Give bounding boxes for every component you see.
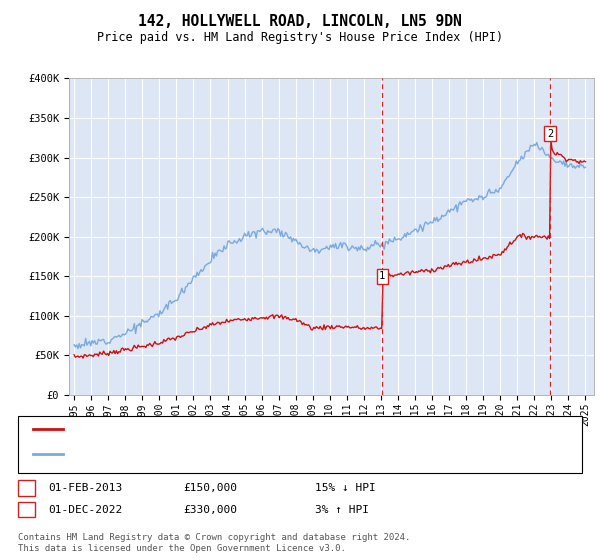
Text: 15% ↓ HPI: 15% ↓ HPI — [315, 483, 376, 493]
Text: £150,000: £150,000 — [183, 483, 237, 493]
Text: 142, HOLLYWELL ROAD, LINCOLN, LN5 9DN: 142, HOLLYWELL ROAD, LINCOLN, LN5 9DN — [138, 14, 462, 29]
Text: 2: 2 — [547, 129, 553, 139]
Text: 1: 1 — [23, 483, 29, 493]
Text: Contains HM Land Registry data © Crown copyright and database right 2024.
This d: Contains HM Land Registry data © Crown c… — [18, 533, 410, 553]
Text: 01-FEB-2013: 01-FEB-2013 — [48, 483, 122, 493]
Text: 1: 1 — [379, 271, 385, 281]
Text: 142, HOLLYWELL ROAD, LINCOLN, LN5 9DN (detached house): 142, HOLLYWELL ROAD, LINCOLN, LN5 9DN (d… — [69, 424, 420, 434]
Text: 2: 2 — [23, 505, 29, 515]
Text: 3% ↑ HPI: 3% ↑ HPI — [315, 505, 369, 515]
Text: HPI: Average price, detached house, North Kesteven: HPI: Average price, detached house, Nort… — [69, 449, 394, 459]
Text: Price paid vs. HM Land Registry's House Price Index (HPI): Price paid vs. HM Land Registry's House … — [97, 31, 503, 44]
Text: £330,000: £330,000 — [183, 505, 237, 515]
Text: 01-DEC-2022: 01-DEC-2022 — [48, 505, 122, 515]
